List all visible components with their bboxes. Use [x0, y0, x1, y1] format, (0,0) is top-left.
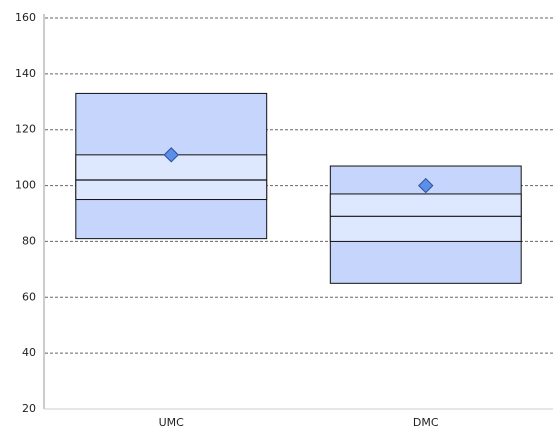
x-tick-label: DMC — [413, 416, 439, 429]
y-tick-label: 160 — [15, 11, 36, 24]
y-tick-label: 60 — [22, 290, 36, 303]
y-tick-label: 120 — [15, 123, 36, 136]
mean-marker — [163, 147, 179, 163]
x-tick-label: UMC — [159, 416, 185, 429]
y-tick-label: 40 — [22, 346, 36, 359]
mean-marker — [418, 177, 434, 194]
y-tick-label: 100 — [15, 179, 36, 192]
inner-box — [329, 193, 522, 242]
y-tick-label: 140 — [15, 67, 36, 80]
y-tick-label: 80 — [22, 234, 36, 247]
y-tick-label: 20 — [22, 402, 36, 415]
